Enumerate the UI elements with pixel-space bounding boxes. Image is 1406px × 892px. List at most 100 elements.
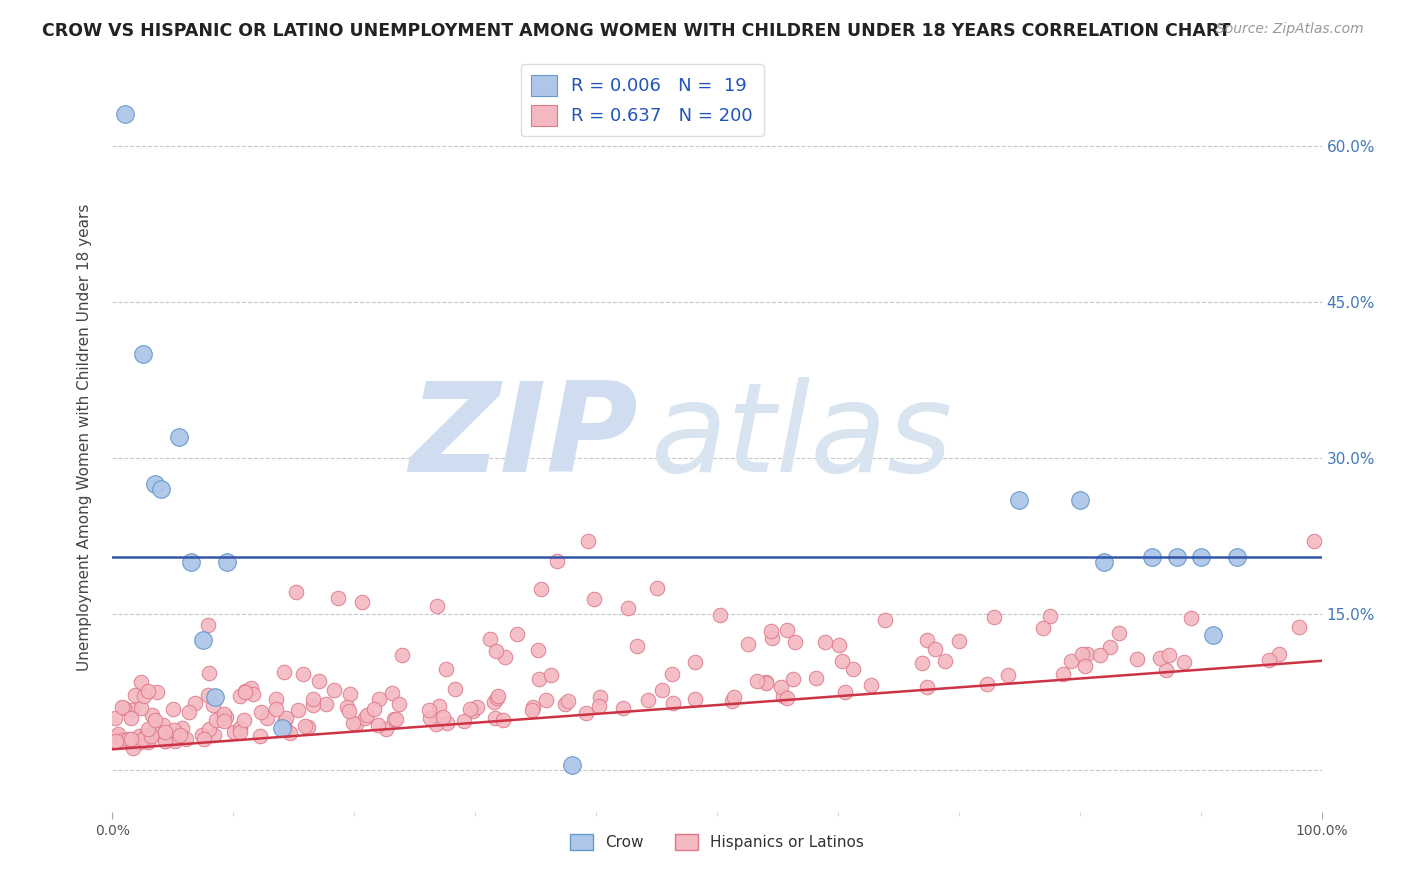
- Point: [155, 724, 177, 739]
- Point: [1288, 620, 1310, 634]
- Point: [1142, 549, 1164, 564]
- Point: [875, 613, 897, 627]
- Point: [1108, 625, 1130, 640]
- Point: [229, 721, 252, 735]
- Point: [374, 722, 396, 736]
- Point: [1008, 492, 1031, 507]
- Point: [522, 699, 544, 714]
- Point: [287, 703, 309, 717]
- Point: [465, 699, 488, 714]
- Point: [278, 725, 301, 739]
- Point: [1092, 555, 1115, 569]
- Point: [924, 641, 946, 656]
- Point: [828, 638, 851, 652]
- Point: [350, 595, 373, 609]
- Point: [685, 691, 707, 706]
- Point: [285, 585, 308, 599]
- Point: [485, 644, 508, 658]
- Point: [948, 633, 970, 648]
- Point: [1189, 549, 1212, 564]
- Y-axis label: Unemployment Among Women with Children Under 18 years: Unemployment Among Women with Children U…: [77, 203, 91, 671]
- Point: [120, 711, 142, 725]
- Point: [534, 692, 557, 706]
- Point: [121, 703, 143, 717]
- Point: [382, 712, 405, 726]
- Point: [270, 722, 292, 736]
- Point: [233, 713, 256, 727]
- Point: [983, 609, 1005, 624]
- Point: [167, 430, 190, 444]
- Point: [367, 718, 389, 732]
- Point: [458, 702, 481, 716]
- Point: [117, 731, 139, 746]
- Point: [530, 582, 553, 596]
- Point: [425, 716, 447, 731]
- Point: [485, 690, 508, 705]
- Point: [122, 740, 145, 755]
- Point: [831, 654, 853, 668]
- Point: [391, 648, 413, 662]
- Point: [205, 714, 228, 728]
- Point: [1173, 656, 1195, 670]
- Point: [136, 722, 159, 736]
- Point: [162, 702, 184, 716]
- Point: [212, 714, 235, 729]
- Point: [242, 687, 264, 701]
- Point: [479, 632, 502, 646]
- Point: [201, 698, 224, 713]
- Point: [153, 734, 176, 748]
- Point: [129, 674, 152, 689]
- Point: [834, 684, 856, 698]
- Point: [443, 681, 465, 696]
- Point: [239, 681, 262, 695]
- Point: [174, 731, 197, 746]
- Point: [546, 554, 568, 568]
- Point: [368, 692, 391, 706]
- Point: [135, 728, 157, 742]
- Point: [842, 662, 865, 676]
- Point: [131, 700, 153, 714]
- Point: [1180, 611, 1202, 625]
- Point: [127, 736, 149, 750]
- Point: [1039, 609, 1062, 624]
- Point: [152, 718, 174, 732]
- Point: [453, 714, 475, 728]
- Point: [432, 710, 454, 724]
- Point: [274, 723, 297, 738]
- Point: [434, 662, 457, 676]
- Point: [723, 690, 745, 704]
- Point: [506, 627, 529, 641]
- Point: [339, 687, 361, 701]
- Point: [1258, 653, 1281, 667]
- Point: [1226, 549, 1249, 564]
- Point: [302, 692, 325, 706]
- Point: [911, 656, 934, 670]
- Point: [328, 591, 350, 606]
- Point: [163, 733, 186, 747]
- Point: [1032, 621, 1054, 635]
- Point: [761, 631, 783, 645]
- Point: [233, 683, 256, 698]
- Point: [215, 709, 238, 723]
- Point: [385, 712, 408, 726]
- Point: [1166, 549, 1188, 564]
- Point: [1202, 628, 1225, 642]
- Point: [783, 635, 806, 649]
- Point: [776, 624, 799, 638]
- Text: CROW VS HISPANIC OR LATINO UNEMPLOYMENT AMONG WOMEN WITH CHILDREN UNDER 18 YEARS: CROW VS HISPANIC OR LATINO UNEMPLOYMENT …: [42, 22, 1230, 40]
- Point: [177, 705, 200, 719]
- Point: [463, 704, 485, 718]
- Point: [323, 683, 346, 698]
- Point: [297, 720, 319, 734]
- Point: [814, 635, 837, 649]
- Point: [233, 685, 256, 699]
- Point: [104, 711, 127, 725]
- Point: [576, 534, 599, 549]
- Point: [212, 706, 235, 721]
- Point: [1052, 666, 1074, 681]
- Point: [136, 735, 159, 749]
- Point: [337, 704, 360, 718]
- Point: [626, 639, 648, 653]
- Point: [191, 633, 215, 648]
- Point: [198, 722, 221, 736]
